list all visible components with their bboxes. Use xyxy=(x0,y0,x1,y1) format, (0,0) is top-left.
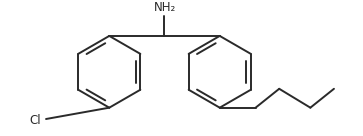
Text: NH₂: NH₂ xyxy=(154,1,176,14)
Text: Cl: Cl xyxy=(29,114,41,127)
